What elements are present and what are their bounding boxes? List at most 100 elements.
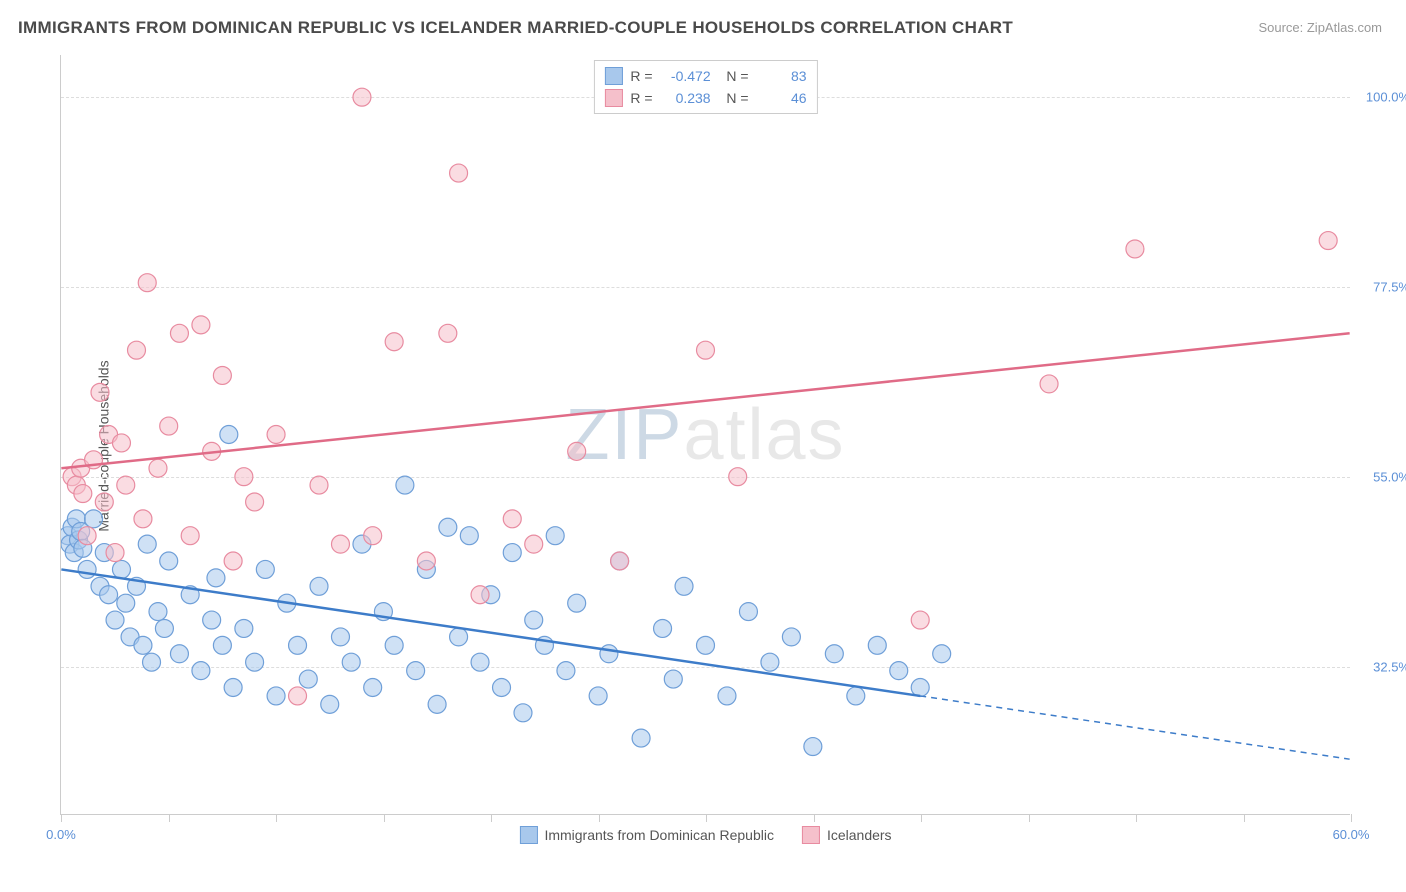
data-point — [310, 476, 328, 494]
data-point — [589, 687, 607, 705]
xtick-label: 0.0% — [46, 827, 76, 842]
data-point — [364, 679, 382, 697]
data-point — [235, 619, 253, 637]
data-point — [203, 611, 221, 629]
data-point — [632, 729, 650, 747]
data-point — [364, 527, 382, 545]
data-point — [256, 560, 274, 578]
data-point — [310, 577, 328, 595]
data-point — [385, 333, 403, 351]
xtick — [599, 814, 600, 822]
swatch-series2-bottom — [802, 826, 820, 844]
chart-container: IMMIGRANTS FROM DOMINICAN REPUBLIC VS IC… — [0, 0, 1406, 892]
data-point — [782, 628, 800, 646]
swatch-series1 — [604, 67, 622, 85]
data-point — [546, 527, 564, 545]
data-point — [267, 687, 285, 705]
ytick-label: 77.5% — [1373, 280, 1406, 295]
data-point — [664, 670, 682, 688]
data-point — [100, 586, 118, 604]
source-attribution: Source: ZipAtlas.com — [1258, 20, 1382, 35]
data-point — [321, 695, 339, 713]
data-point — [134, 510, 152, 528]
data-point — [825, 645, 843, 663]
data-point — [267, 426, 285, 444]
data-point — [331, 628, 349, 646]
series-legend: Immigrants from Dominican Republic Icela… — [519, 826, 891, 844]
data-point — [91, 383, 109, 401]
data-point — [568, 442, 586, 460]
data-point — [385, 636, 403, 654]
data-point — [95, 493, 113, 511]
data-point — [331, 535, 349, 553]
data-point — [235, 468, 253, 486]
data-point — [1126, 240, 1144, 258]
xtick — [169, 814, 170, 822]
data-point — [396, 476, 414, 494]
data-point — [224, 552, 242, 570]
data-point — [450, 628, 468, 646]
data-point — [697, 636, 715, 654]
r-value-series1: -0.472 — [661, 68, 711, 84]
trend-line-extension — [920, 696, 1349, 759]
data-point — [78, 527, 96, 545]
data-point — [654, 619, 672, 637]
data-point — [804, 738, 822, 756]
r-label: R = — [630, 68, 652, 84]
data-point — [134, 636, 152, 654]
data-point — [224, 679, 242, 697]
xtick — [61, 814, 62, 822]
data-point — [170, 324, 188, 342]
data-point — [739, 603, 757, 621]
data-point — [106, 544, 124, 562]
data-point — [117, 476, 135, 494]
data-point — [149, 459, 167, 477]
legend-item-series2: Icelanders — [802, 826, 892, 844]
data-point — [143, 653, 161, 671]
data-point — [213, 636, 231, 654]
data-point — [128, 341, 146, 359]
data-point — [890, 662, 908, 680]
data-point — [213, 366, 231, 384]
data-point — [149, 603, 167, 621]
data-point — [85, 510, 103, 528]
data-point — [428, 695, 446, 713]
data-point — [718, 687, 736, 705]
data-point — [868, 636, 886, 654]
data-point — [160, 552, 178, 570]
data-point — [112, 560, 130, 578]
data-point — [246, 653, 264, 671]
data-point — [503, 510, 521, 528]
data-point — [471, 586, 489, 604]
data-point — [697, 341, 715, 359]
data-point — [220, 426, 238, 444]
r-value-series2: 0.238 — [661, 90, 711, 106]
data-point — [568, 594, 586, 612]
r-label: R = — [630, 90, 652, 106]
data-point — [493, 679, 511, 697]
xtick — [921, 814, 922, 822]
data-point — [106, 611, 124, 629]
n-value-series2: 46 — [757, 90, 807, 106]
n-label: N = — [719, 68, 749, 84]
data-point — [417, 552, 435, 570]
data-point — [847, 687, 865, 705]
xtick — [706, 814, 707, 822]
scatter-svg — [61, 55, 1350, 814]
n-label: N = — [719, 90, 749, 106]
data-point — [557, 662, 575, 680]
data-point — [160, 417, 178, 435]
data-point — [170, 645, 188, 663]
data-point — [289, 636, 307, 654]
data-point — [342, 653, 360, 671]
data-point — [439, 518, 457, 536]
data-point — [503, 544, 521, 562]
xtick-label: 60.0% — [1333, 827, 1370, 842]
data-point — [353, 88, 371, 106]
xtick — [384, 814, 385, 822]
data-point — [192, 662, 210, 680]
data-point — [138, 535, 156, 553]
data-point — [911, 611, 929, 629]
data-point — [1040, 375, 1058, 393]
data-point — [611, 552, 629, 570]
